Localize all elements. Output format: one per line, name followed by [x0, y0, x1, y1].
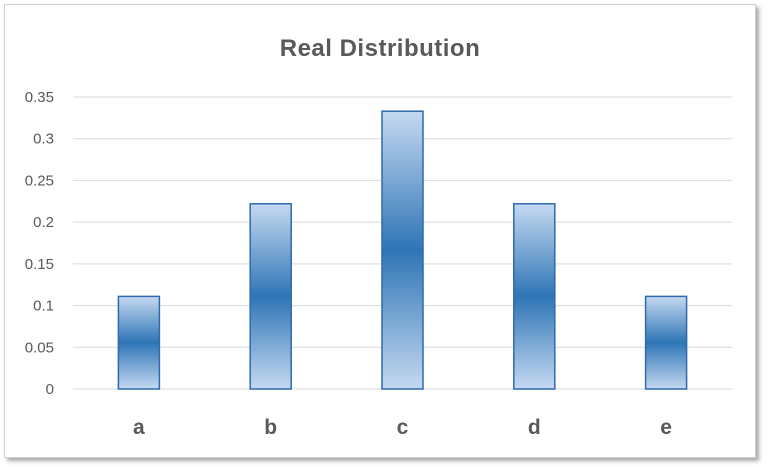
bar-chart-plot: 0 0.05 0.1 0.15 0.2 0.25 0.3 0.35 a b c d e — [25, 89, 732, 439]
chart-title: Real Distribution — [279, 35, 481, 62]
y-tick-label: 0.15 — [25, 256, 54, 273]
y-tick-label: 0.25 — [25, 172, 54, 189]
bar-c — [381, 110, 424, 390]
x-category-label: b — [264, 416, 277, 439]
bar-d — [513, 203, 556, 390]
x-category-label: e — [660, 416, 672, 439]
bar-e — [644, 295, 688, 390]
x-axis-category-labels: a b c d e — [133, 416, 672, 439]
x-category-label: a — [133, 416, 145, 439]
bars — [117, 110, 688, 390]
chart-container: Real Distribution 0 0.05 0.1 0.15 0.2 0.25 0.3… — [4, 4, 756, 458]
x-category-label: d — [528, 416, 541, 439]
y-tick-label: 0.3 — [33, 131, 54, 148]
y-tick-label: 0.35 — [25, 89, 54, 106]
y-tick-label: 0 — [46, 381, 54, 398]
y-tick-label: 0.2 — [33, 214, 54, 231]
x-category-label: c — [397, 416, 409, 439]
y-tick-label: 0.05 — [25, 339, 54, 356]
y-tick-label: 0.1 — [33, 298, 54, 315]
bar-b — [249, 203, 292, 390]
bar-a — [117, 295, 161, 390]
y-axis-tick-labels: 0 0.05 0.1 0.15 0.2 0.25 0.3 0.35 — [25, 89, 54, 398]
